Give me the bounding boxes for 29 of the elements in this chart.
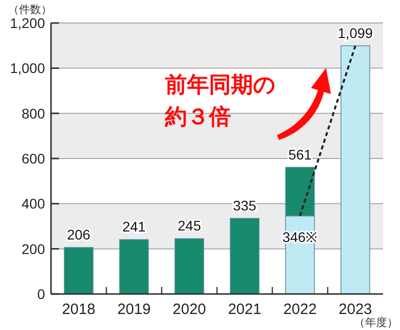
total-label: 561 (288, 146, 312, 162)
x-tick-label: 2022 (283, 301, 317, 318)
total-label: 335 (232, 197, 257, 214)
x-tick-label: 2019 (117, 301, 151, 318)
x-axis-title: （年度） (354, 316, 398, 329)
annotation: 前年同期の (164, 72, 276, 97)
total-label: 1,099 (338, 24, 374, 41)
y-tick-label: 0 (37, 286, 46, 302)
x-tick-label: 2023 (338, 301, 372, 318)
bar (340, 45, 370, 294)
y-tick-label: 800 (22, 105, 46, 122)
bar (64, 247, 94, 294)
x-tick-label: 2018 (62, 301, 96, 318)
y-tick-label: 200 (22, 240, 46, 257)
y-tick-label: 1,200 (10, 15, 46, 31)
annotation: 約３倍 (164, 104, 231, 129)
y-axis-title: （件数） (8, 4, 52, 16)
x-tick-label: 2021 (228, 301, 262, 318)
data-label: 346※ (282, 228, 318, 245)
y-tick-label: 600 (22, 150, 46, 166)
total-label: 206 (66, 226, 91, 242)
bar (174, 238, 204, 294)
y-tick-label: 1,000 (10, 60, 46, 76)
total-label: 241 (122, 218, 146, 235)
bar (230, 218, 260, 294)
x-tick-label: 2020 (172, 301, 206, 318)
total-label: 245 (178, 218, 202, 234)
bar (119, 239, 149, 294)
y-tick-label: 400 (22, 196, 46, 212)
